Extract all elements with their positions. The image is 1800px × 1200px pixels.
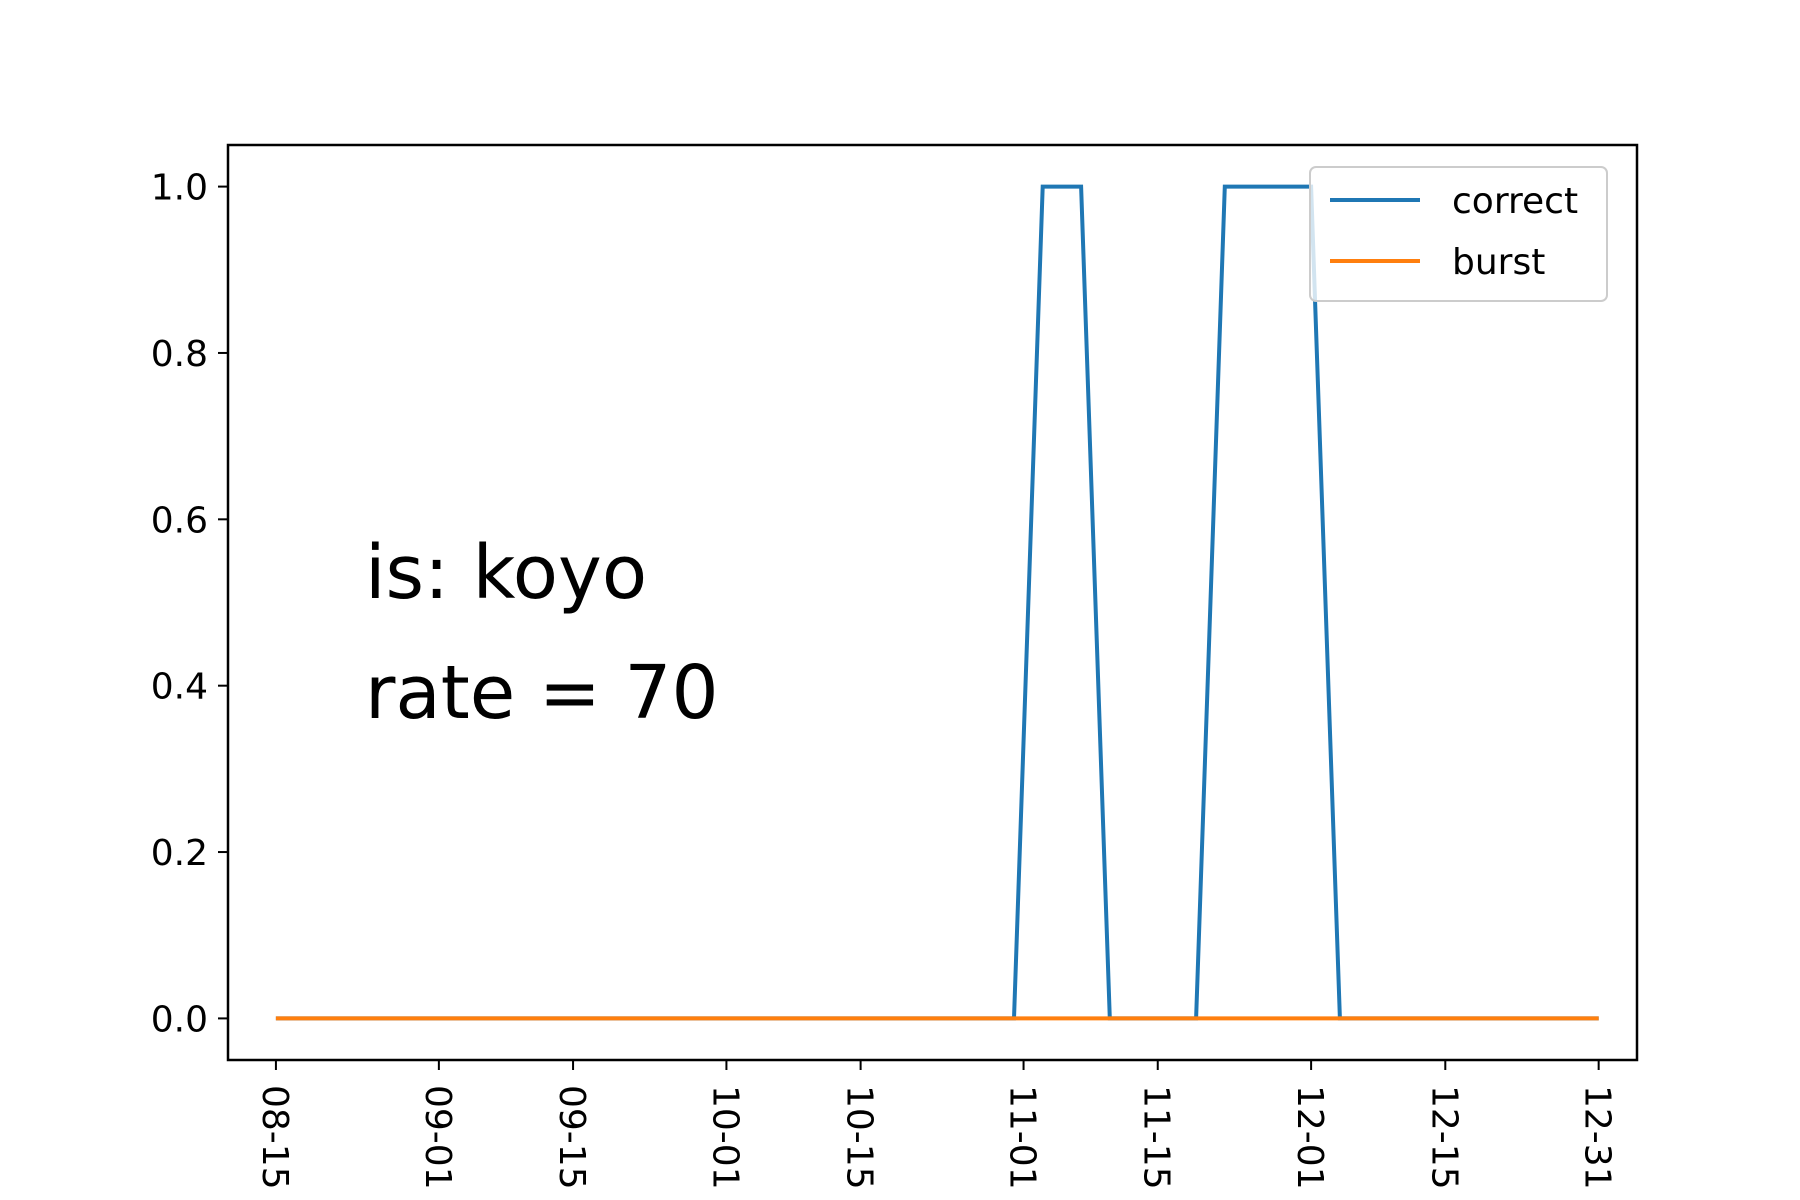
- y-tick-label: 0.6: [151, 500, 208, 541]
- axes: 0.0 0.2 0.4 0.6 0.8 1.0 08-15 09-01 09-15 10-01 10…: [151, 143, 1639, 1190]
- x-tick-label: 12-31: [1577, 1085, 1618, 1190]
- x-tick-label: 09-01: [417, 1085, 458, 1190]
- y-tick-label: 0.8: [151, 334, 208, 375]
- plot-frame: [226, 143, 1639, 1062]
- x-tick-label: 11-01: [1002, 1085, 1043, 1190]
- x-tick-label: 12-15: [1423, 1085, 1464, 1190]
- legend: correct burst: [1309, 166, 1608, 302]
- annotation-line-1: is: koyo: [365, 530, 647, 616]
- x-tick-label: 11-15: [1136, 1085, 1177, 1190]
- annotations: is: koyo rate = 70: [365, 530, 719, 736]
- y-tick-label: 0.2: [151, 833, 208, 874]
- x-tick-label: 08-15: [254, 1085, 295, 1190]
- y-tick-label: 0.4: [151, 667, 208, 708]
- legend-label-burst: burst: [1452, 242, 1545, 283]
- plot-lines: [275, 184, 1599, 1021]
- annotation-line-2: rate = 70: [365, 650, 719, 736]
- x-tick-label: 10-01: [704, 1085, 745, 1190]
- x-tick-label: 09-15: [551, 1085, 592, 1190]
- x-tick-label: 12-01: [1289, 1085, 1330, 1190]
- legend-label-correct: correct: [1452, 181, 1578, 222]
- y-tick-label: 0.0: [151, 999, 208, 1040]
- x-tick-label: 10-15: [839, 1085, 880, 1190]
- y-tick-label: 1.0: [151, 168, 208, 209]
